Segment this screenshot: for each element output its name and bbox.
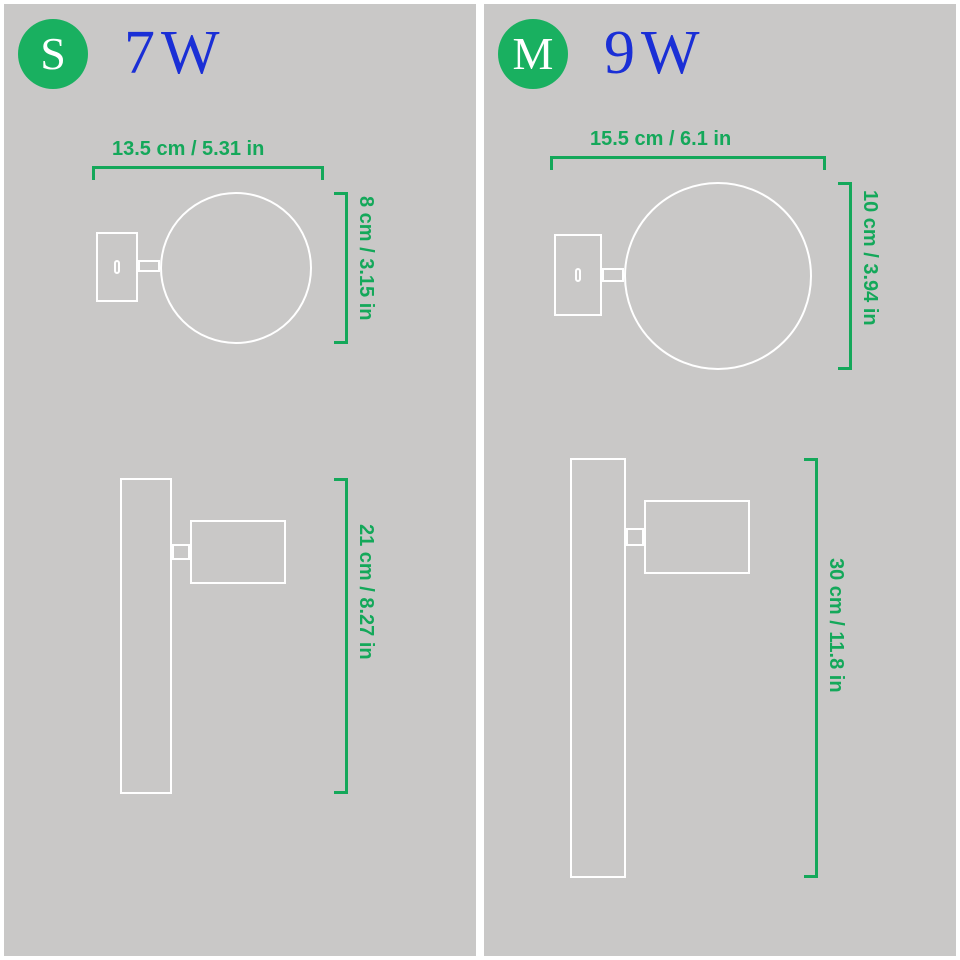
dim-height-side-m: 30 cm / 11.8 in — [824, 558, 847, 693]
screw-hole-icon — [114, 260, 120, 274]
screw-hole-icon — [575, 268, 581, 282]
connector-m-top — [602, 268, 624, 282]
bracket-height-side-m — [804, 458, 818, 878]
lamp-head-circle-s — [160, 192, 312, 344]
dim-height-side-s: 21 cm / 8.27 in — [354, 524, 377, 660]
dim-height-top-s: 8 cm / 3.15 in — [354, 196, 377, 321]
bracket-width-m — [550, 156, 826, 170]
size-badge-m: M — [498, 19, 568, 89]
connector-s-top — [138, 260, 160, 272]
bracket-width-s — [92, 166, 324, 180]
bracket-height-top-m — [838, 182, 852, 370]
panel-header: S 7W — [18, 18, 226, 89]
panel-header: M 9W — [498, 18, 706, 89]
head-connector-s — [172, 544, 190, 560]
dim-width-s: 13.5 cm / 5.31 in — [112, 138, 264, 161]
bracket-height-top-s — [334, 192, 348, 344]
panel-small: S 7W 13.5 cm / 5.31 in 8 cm / 3.15 in 21… — [0, 0, 480, 960]
lamp-head-side-s — [190, 520, 286, 584]
lamp-head-circle-m — [624, 182, 812, 370]
dim-height-top-m: 10 cm / 3.94 in — [858, 190, 881, 326]
bracket-height-side-s — [334, 478, 348, 794]
dim-width-m: 15.5 cm / 6.1 in — [590, 128, 731, 151]
wattage-s: 7W — [124, 18, 226, 89]
mount-plate-m-top — [554, 234, 602, 316]
pillar-s — [120, 478, 172, 794]
panel-medium: M 9W 15.5 cm / 6.1 in 10 cm / 3.94 in 30… — [480, 0, 960, 960]
size-badge-s: S — [18, 19, 88, 89]
head-connector-m — [626, 528, 644, 546]
pillar-m — [570, 458, 626, 878]
wattage-m: 9W — [604, 18, 706, 89]
lamp-head-side-m — [644, 500, 750, 574]
mount-plate-s-top — [96, 232, 138, 302]
